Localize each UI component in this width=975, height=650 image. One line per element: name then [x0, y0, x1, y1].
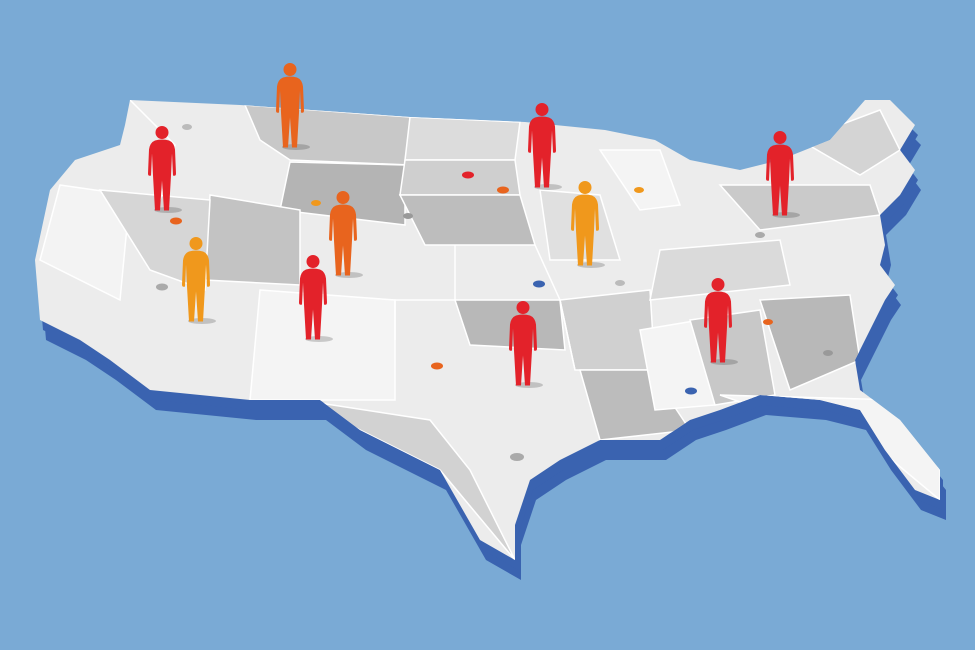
state — [798, 109, 901, 176]
state — [249, 289, 396, 401]
dot — [182, 124, 192, 130]
dot — [156, 283, 168, 291]
state — [598, 149, 682, 211]
border — [534, 244, 576, 371]
dot — [685, 387, 697, 395]
dot — [170, 217, 182, 225]
dot — [823, 350, 833, 356]
states — [39, 100, 940, 560]
dot — [510, 453, 524, 461]
border — [394, 245, 456, 340]
dot — [755, 232, 765, 238]
dot — [634, 187, 644, 193]
dot — [403, 213, 413, 219]
state — [204, 194, 301, 286]
people — [148, 63, 800, 388]
dots — [156, 124, 833, 461]
dot — [462, 171, 474, 179]
dot — [497, 186, 509, 194]
dot — [615, 280, 625, 286]
state — [404, 116, 521, 161]
state — [649, 239, 791, 301]
state — [718, 184, 882, 231]
dot — [763, 319, 773, 325]
state — [98, 189, 211, 292]
dot — [311, 200, 321, 206]
dot — [431, 362, 443, 370]
dot — [533, 280, 545, 288]
